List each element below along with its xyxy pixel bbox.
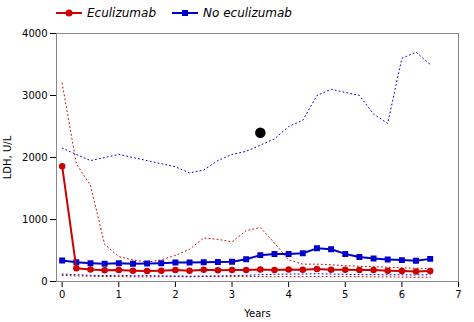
html-text:Eculizumab: Eculizumab [87,6,156,20]
svg-text:7: 7 [455,289,461,300]
svg-text:3000: 3000 [22,90,47,101]
svg-text:3: 3 [229,289,235,300]
svg-text:1000: 1000 [22,214,47,225]
svg-text:2000: 2000 [22,152,47,163]
svg-text:0: 0 [59,289,65,300]
svg-text:1: 1 [116,289,122,300]
svg-text:LDH, U/L: LDH, U/L [2,135,13,179]
svg-text:4000: 4000 [22,28,47,39]
svg-text:Years: Years [243,308,270,319]
svg-text:0: 0 [41,276,47,287]
svg-text:6: 6 [399,289,405,300]
svg-text:5: 5 [342,289,348,300]
html-text:No eculizumab: No eculizumab [203,6,292,20]
svg-text:2: 2 [172,289,178,300]
svg-text:4: 4 [285,289,291,300]
